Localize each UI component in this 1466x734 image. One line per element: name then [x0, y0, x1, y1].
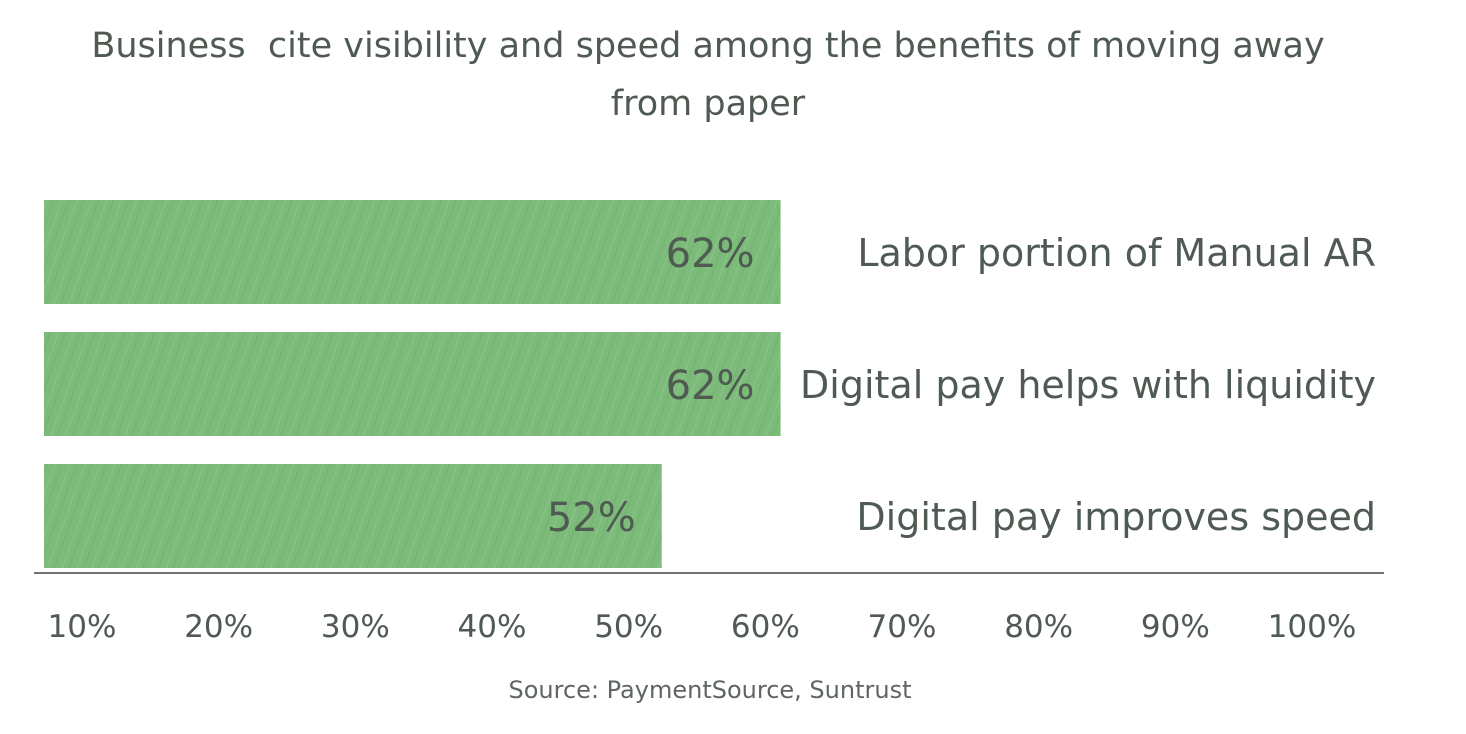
- chart-title-line-2: from paper: [610, 84, 806, 124]
- bar-value-label: 62%: [666, 231, 755, 277]
- x-tick-label: 50%: [594, 609, 663, 645]
- category-label: Digital pay helps with liquidity: [800, 363, 1376, 407]
- x-tick-label: 30%: [321, 609, 390, 645]
- bar-1: [44, 200, 781, 304]
- x-tick-label: 70%: [868, 609, 937, 645]
- x-tick-label: 60%: [731, 609, 800, 645]
- x-tick-label: 40%: [458, 609, 527, 645]
- bar-2: [44, 332, 781, 436]
- bar-3: [44, 464, 662, 568]
- x-tick-label: 90%: [1141, 609, 1210, 645]
- x-tick-label: 100%: [1268, 609, 1357, 645]
- x-tick-label: 80%: [1004, 609, 1073, 645]
- x-tick-label: 10%: [48, 609, 117, 645]
- bar-value-label: 62%: [666, 363, 755, 409]
- source-note: Source: PaymentSource, Suntrust: [508, 676, 912, 704]
- category-label: Labor portion of Manual AR: [857, 231, 1376, 275]
- category-label: Digital pay improves speed: [856, 495, 1376, 539]
- bar-value-label: 52%: [547, 495, 636, 541]
- x-tick-label: 20%: [184, 609, 253, 645]
- chart-title-line-1: Business cite visibility and speed among…: [91, 26, 1325, 66]
